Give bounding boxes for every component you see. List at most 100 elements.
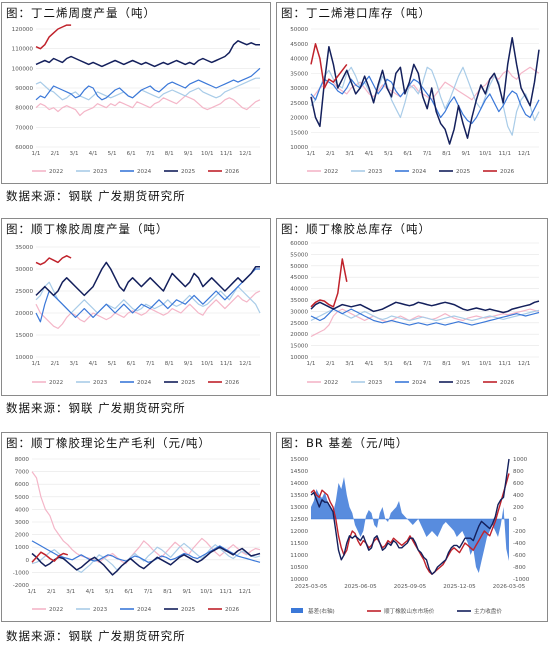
x-tick-label: 9/1 <box>461 151 470 157</box>
x-tick-label: 4/1 <box>89 361 98 367</box>
y-tick-label: 80000 <box>15 106 33 112</box>
y-tick-label: 12500 <box>290 517 308 523</box>
chart-panel-butadiene-port-stock: 图：丁二烯港口库存（吨） 10000 15000 20000 25000 30000 35… <box>276 2 548 184</box>
x-tick-label: 7/1 <box>146 151 155 157</box>
y-tick-label: 70000 <box>15 125 33 131</box>
futures-close-line <box>310 458 510 575</box>
y-tick-label: 100000 <box>12 66 34 72</box>
y-tick-label: 10500 <box>290 565 308 571</box>
y-tick-label: 50000 <box>290 27 308 33</box>
legend-label: 2026 <box>225 380 240 386</box>
legend-label: 2024 <box>412 169 427 175</box>
legend-label: 2026 <box>225 169 240 175</box>
y-tick-label: 25000 <box>15 289 33 295</box>
x-tick-label: 6/1 <box>127 361 136 367</box>
x-tick-label: 9/1 <box>184 361 193 367</box>
y-tick-label: 0 <box>25 558 29 564</box>
series-line-2022 <box>35 290 261 330</box>
chart-title: 图：丁二烯周度产量（吨） <box>6 6 156 20</box>
series-line-2022 <box>35 95 261 117</box>
y-tick-label: 14000 <box>290 481 308 487</box>
chart-title: 图：顺丁橡胶总库存（吨） <box>281 222 431 236</box>
y-tick-label: 20000 <box>290 332 308 338</box>
y-tick-label: 2000 <box>15 533 30 539</box>
legend-label: 2026 <box>500 169 515 175</box>
x-tick-label: 12/1 <box>239 361 252 367</box>
legend-label: 2022 <box>324 169 338 175</box>
y-tick-label: 15000 <box>290 130 308 136</box>
x-tick-label: 12/1 <box>518 151 531 157</box>
br-total-inventory-chart: 10000 15000 20000 25000 30000 35000 40000 45000… <box>290 241 540 386</box>
series-line-2025 <box>310 300 540 314</box>
series-line-2026 <box>31 551 69 563</box>
series-line-2026 <box>310 258 348 308</box>
x-tick-label: 7/1 <box>423 151 432 157</box>
legend-label: 2023 <box>93 380 108 386</box>
x-tick-label: 1/1 <box>31 151 40 157</box>
x-tick-label: 2/1 <box>51 361 60 367</box>
x-tick-label: 2025-06-05 <box>344 584 377 590</box>
y-tick-label: 35000 <box>15 245 33 251</box>
x-tick-label: 10/1 <box>201 361 214 367</box>
series-line-2024 <box>31 540 261 563</box>
x-tick-label: 4/1 <box>86 589 95 595</box>
y-tick-label: -1000 <box>13 570 30 576</box>
series-line-2024 <box>310 308 540 326</box>
series-line-2023 <box>310 308 540 322</box>
chart-panel-butadiene-output: 图：丁二烯周度产量（吨） 60000 70000 80000 90000 100000 1… <box>1 2 271 184</box>
y-tick-label: 45000 <box>290 42 308 48</box>
y-tick-label: 10000 <box>290 145 308 151</box>
legend-swatch <box>291 608 303 613</box>
legend-label: 基差(右轴) <box>308 607 335 615</box>
series-line-2026 <box>35 24 72 50</box>
y-tick-label: 40000 <box>290 57 308 63</box>
y-tick-label: 10000 <box>290 355 308 361</box>
y-tick-label: 120000 <box>12 27 34 33</box>
y-tick-label: 8000 <box>15 457 30 463</box>
x-tick-label: 8/1 <box>165 151 174 157</box>
source-note: 数据来源：钢联 广发期货研究所 <box>6 189 186 203</box>
legend-label: 主力收盘价 <box>474 607 502 615</box>
y-tick-label: 15000 <box>290 457 308 463</box>
x-tick-label: 7/1 <box>146 361 155 367</box>
legend-label: 2026 <box>500 380 515 386</box>
y2-tick-label: 400 <box>513 493 524 499</box>
x-tick-label: 4/1 <box>89 151 98 157</box>
x-tick-label: 10/1 <box>201 151 214 157</box>
legend-label: 2024 <box>137 380 152 386</box>
y2-tick-label: 600 <box>513 481 524 487</box>
x-tick-label: 12/1 <box>239 589 252 595</box>
y-tick-label: 11000 <box>290 553 308 559</box>
chart-panel-br-output: 图：顺丁橡胶周度产量（吨） 10000 15000 20000 25000 30000 3… <box>1 218 271 396</box>
x-tick-label: 2026-03-05 <box>493 584 526 590</box>
butadiene-port-inventory-chart: 10000 15000 20000 25000 30000 35000 40000 45000… <box>290 27 540 175</box>
y-tick-label: 30000 <box>15 267 33 273</box>
x-tick-label: 11/1 <box>219 589 232 595</box>
chart-title: 图：顺丁橡胶理论生产毛利（元/吨） <box>6 436 211 450</box>
x-tick-label: 10/1 <box>479 361 492 367</box>
x-tick-label: 11/1 <box>220 151 233 157</box>
series-line-2025 <box>35 40 260 68</box>
y-tick-label: 20000 <box>290 116 308 122</box>
legend-label: 2023 <box>368 380 383 386</box>
x-tick-label: 2/1 <box>47 589 56 595</box>
y2-tick-label: -1000 <box>513 577 530 583</box>
x-tick-label: 12/1 <box>239 151 252 157</box>
y-tick-label: 11500 <box>290 541 308 547</box>
y2-tick-label: -800 <box>513 565 526 571</box>
chart-panel-br-margin: 图：顺丁橡胶理论生产毛利（元/吨） -2000 -1000 0 1000 2000 300… <box>1 432 271 622</box>
y-tick-label: 1000 <box>15 545 30 551</box>
x-tick-label: 3/1 <box>345 361 354 367</box>
y-tick-label: 30000 <box>290 309 308 315</box>
y-tick-label: 3000 <box>15 520 30 526</box>
legend-label: 2025 <box>456 169 471 175</box>
x-tick-label: 2025-09-05 <box>394 584 427 590</box>
legend-label: 2022 <box>49 607 63 613</box>
x-tick-label: 6/1 <box>124 589 133 595</box>
legend-label: 2024 <box>137 169 152 175</box>
x-tick-label: 12/1 <box>518 361 531 367</box>
br-basis-chart: 1000010500110001150012000125001300013500… <box>290 457 530 615</box>
x-tick-label: 5/1 <box>108 151 117 157</box>
x-tick-label: 5/1 <box>384 151 393 157</box>
x-tick-label: 5/1 <box>384 361 393 367</box>
